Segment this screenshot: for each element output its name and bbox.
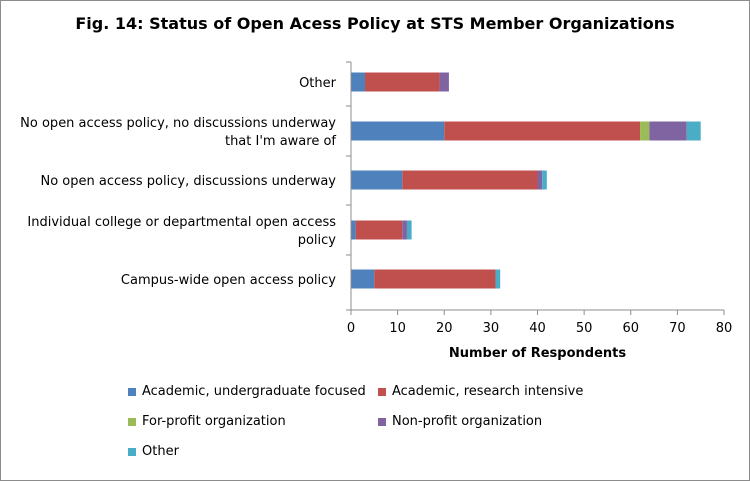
x-axis-title: Number of Respondents bbox=[449, 346, 627, 361]
x-tick-label: 30 bbox=[483, 321, 500, 336]
bar-segment bbox=[537, 170, 543, 190]
legend-swatch bbox=[128, 417, 136, 426]
bar-segment bbox=[374, 269, 496, 289]
category-label: that I'm aware of bbox=[225, 134, 336, 149]
bar-segment bbox=[686, 121, 701, 141]
x-tick-label: 20 bbox=[436, 321, 453, 336]
x-tick-label: 80 bbox=[716, 321, 733, 336]
x-tick-label: 50 bbox=[576, 321, 593, 336]
x-tick-label: 0 bbox=[347, 321, 355, 336]
legend-item: Academic, undergraduate focused bbox=[128, 384, 366, 399]
legend-swatch bbox=[378, 387, 386, 396]
bar-segment bbox=[444, 121, 641, 141]
legend-swatch bbox=[128, 387, 136, 396]
bar-segment bbox=[351, 220, 356, 240]
bar-segment bbox=[406, 220, 412, 240]
legend-label: Academic, research intensive bbox=[392, 384, 584, 399]
x-tick-label: 10 bbox=[389, 321, 406, 336]
bar-segment bbox=[649, 121, 687, 141]
category-label: Campus-wide open access policy bbox=[121, 273, 336, 288]
x-tick-label: 60 bbox=[622, 321, 639, 336]
x-tick-label: 70 bbox=[669, 321, 686, 336]
bar-segment bbox=[495, 269, 501, 289]
legend-label: For-profit organization bbox=[142, 414, 286, 429]
bar-segment bbox=[355, 220, 403, 240]
legend-item: Other bbox=[128, 444, 179, 459]
bar-segment bbox=[364, 72, 440, 92]
legend-item: For-profit organization bbox=[128, 414, 286, 429]
category-label: No open access policy, discussions under… bbox=[40, 174, 336, 189]
category-label: policy bbox=[298, 233, 337, 248]
bar-segment bbox=[351, 72, 365, 92]
bar-segment bbox=[439, 72, 449, 92]
bar-segment bbox=[351, 121, 445, 141]
legend-item: Non-profit organization bbox=[378, 414, 542, 429]
category-label: Individual college or departmental open … bbox=[27, 215, 336, 230]
bar-segment bbox=[351, 170, 403, 190]
bar-segment bbox=[402, 170, 538, 190]
x-tick-label: 40 bbox=[529, 321, 546, 336]
bar-segment bbox=[542, 170, 547, 190]
legend-item: Academic, research intensive bbox=[378, 384, 583, 399]
legend-label: Academic, undergraduate focused bbox=[142, 384, 366, 399]
legend-label: Non-profit organization bbox=[392, 414, 543, 429]
legend-swatch bbox=[128, 447, 136, 456]
bar-segment bbox=[640, 121, 650, 141]
category-label: Other bbox=[299, 76, 337, 91]
bar-segment bbox=[351, 269, 375, 289]
legend-label: Other bbox=[142, 444, 179, 459]
chart-title: Fig. 14: Status of Open Acess Policy at … bbox=[75, 14, 675, 33]
category-label: No open access policy, no discussions un… bbox=[20, 116, 336, 131]
bar-segment bbox=[402, 220, 407, 240]
legend-swatch bbox=[378, 417, 386, 426]
